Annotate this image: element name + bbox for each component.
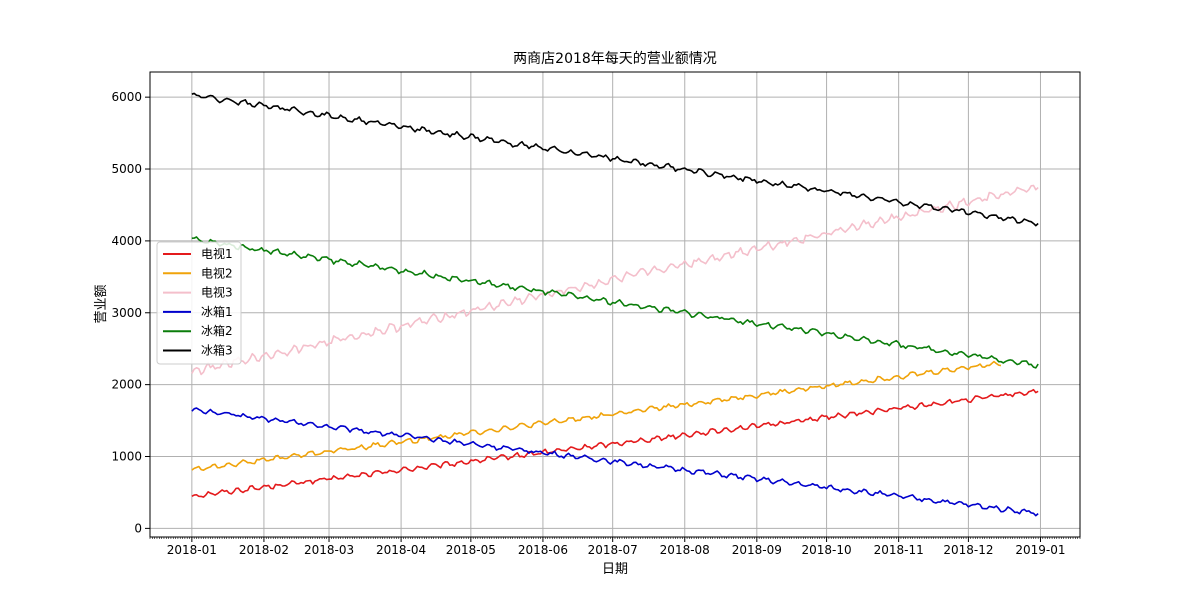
x-tick-label: 2018-08	[660, 543, 710, 557]
legend-label: 电视1	[201, 246, 233, 261]
x-tick-label: 2018-12	[943, 543, 993, 557]
x-tick-label: 2018-09	[732, 543, 782, 557]
y-tick-label: 4000	[111, 234, 142, 248]
x-tick-label: 2018-05	[446, 543, 496, 557]
legend-label: 电视3	[201, 285, 233, 300]
y-axis-title: 营业额	[94, 284, 109, 323]
legend: 电视1 电视2 电视3 冰箱1 冰箱2 冰箱3	[156, 241, 242, 365]
series-line-4	[191, 407, 1039, 517]
legend-label: 冰箱1	[201, 304, 233, 319]
x-tick-label: 2018-11	[874, 543, 924, 557]
legend-label: 冰箱2	[201, 323, 233, 338]
series-line-5	[191, 236, 1039, 369]
x-tick-label: 2018-07	[588, 543, 638, 557]
series-line-1	[191, 388, 1039, 498]
x-tick-label: 2019-01	[1015, 543, 1065, 557]
series-line-3	[191, 184, 1039, 376]
x-tick-label: 2018-03	[304, 543, 354, 557]
y-tick-label: 5000	[111, 162, 142, 176]
axis-ticks: 2018-01 2018-02 2018-03 2018-04 2018-05 2018-…	[111, 90, 1081, 557]
y-tick-label: 2000	[111, 378, 142, 392]
x-tick-label: 2018-04	[376, 543, 426, 557]
y-tick-label: 1000	[111, 450, 142, 464]
legend-items: 电视1 电视2 电视3 冰箱1 冰箱2 冰箱3	[163, 246, 233, 358]
legend-label: 电视2	[201, 265, 233, 280]
series-line-2	[191, 360, 1002, 472]
x-tick-label: 2018-02	[239, 543, 289, 557]
x-axis-title: 日期	[602, 562, 628, 577]
y-tick-label: 3000	[111, 306, 142, 320]
x-tick-label: 2018-01	[167, 543, 217, 557]
chart-title: 两商店2018年每天的营业额情况	[513, 51, 717, 67]
y-tick-label: 0	[134, 521, 142, 535]
series-line-6	[191, 92, 1039, 227]
series-lines	[191, 92, 1039, 517]
grid	[150, 72, 1080, 537]
legend-label: 冰箱3	[201, 343, 233, 358]
x-tick-label: 2018-10	[802, 543, 852, 557]
x-tick-label: 2018-06	[518, 543, 568, 557]
y-tick-label: 6000	[111, 90, 142, 104]
